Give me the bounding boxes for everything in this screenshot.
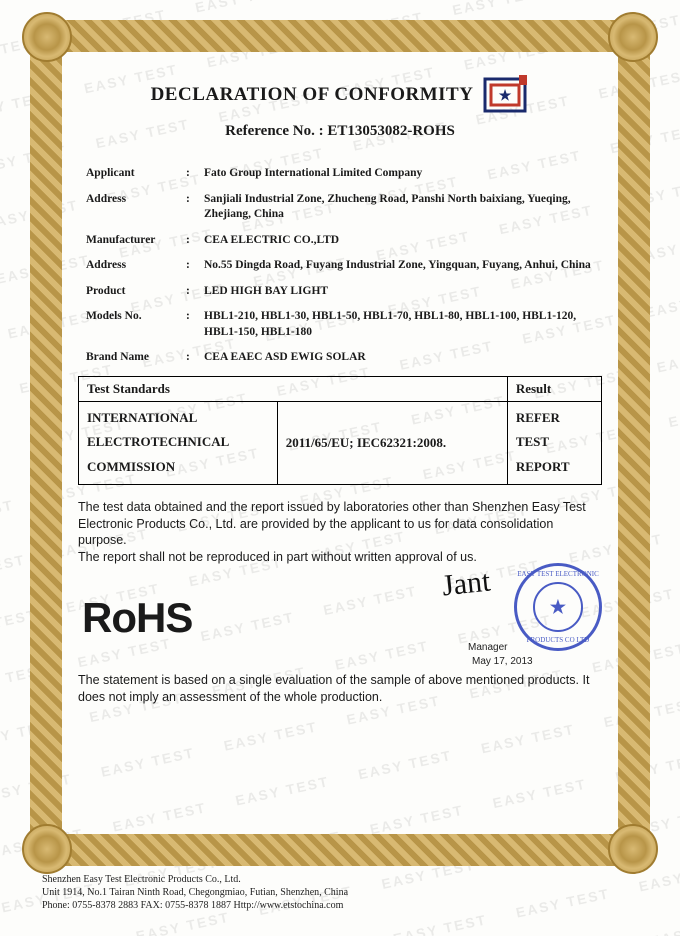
reference-number: Reference No. : ET13053082-ROHS	[78, 123, 602, 140]
field-label: Address	[86, 258, 186, 274]
page-title: DECLARATION OF CONFORMITY	[151, 84, 474, 106]
field-value: No.55 Dingda Road, Fuyang Industrial Zon…	[204, 258, 594, 274]
reference-label: Reference No. :	[225, 123, 327, 139]
field-colon: :	[186, 233, 204, 249]
title-row: DECLARATION OF CONFORMITY ★	[78, 75, 602, 115]
signatory-name: Manager	[468, 642, 507, 653]
field-colon: :	[186, 350, 204, 366]
stamp-text-bottom: PRODUCTS CO LTD	[517, 636, 599, 644]
footer-line: Unit 1914, No.1 Tairan Ninth Road, Chego…	[42, 886, 348, 899]
field-colon: :	[186, 284, 204, 300]
certificate-content: DECLARATION OF CONFORMITY ★ Reference No…	[78, 75, 602, 816]
table-header-left: Test Standards	[79, 376, 508, 401]
reference-value: ET13053082-ROHS	[327, 123, 455, 139]
field-colon: :	[186, 166, 204, 182]
disclaimer-paragraph-1: The test data obtained and the report is…	[78, 499, 602, 567]
corner-ornament	[22, 12, 72, 62]
disclaimer-paragraph-2: The statement is based on a single evalu…	[78, 672, 602, 706]
table-header-right: Result	[507, 376, 601, 401]
field-colon: :	[186, 309, 204, 340]
table-body-left: INTERNATIONAL ELECTROTECHNICAL COMMISSIO…	[79, 401, 278, 484]
corner-ornament	[608, 12, 658, 62]
applicant-fields: Applicant:Fato Group International Limit…	[86, 166, 594, 366]
field-value: LED HIGH BAY LIGHT	[204, 284, 594, 300]
easy-test-logo-icon: ★	[483, 75, 529, 115]
field-colon: :	[186, 258, 204, 274]
footer-line: Phone: 0755-8378 2883 FAX: 0755-8378 188…	[42, 899, 348, 912]
table-body-mid: 2011/65/EU; IEC62321:2008.	[277, 401, 507, 484]
field-label: Brand Name	[86, 350, 186, 366]
signature-icon: Jant	[440, 565, 492, 604]
table-body-right: REFER TEST REPORT	[507, 401, 601, 484]
field-value: CEA EAEC ASD EWIG SOLAR	[204, 350, 594, 366]
field-row: Address:No.55 Dingda Road, Fuyang Indust…	[86, 258, 594, 274]
rohs-signature-row: RoHS Jant EASY TEST ELECTRONIC ★ PRODUCT…	[78, 578, 602, 658]
footer-line: Shenzhen Easy Test Electronic Products C…	[42, 873, 348, 886]
corner-ornament	[608, 824, 658, 874]
field-label: Product	[86, 284, 186, 300]
field-row: Product:LED HIGH BAY LIGHT	[86, 284, 594, 300]
field-label: Address	[86, 192, 186, 223]
test-standards-table: Test Standards Result INTERNATIONAL ELEC…	[78, 376, 602, 485]
stamp-text-top: EASY TEST ELECTRONIC	[517, 570, 599, 578]
field-label: Applicant	[86, 166, 186, 182]
field-row: Address:Sanjiali Industrial Zone, Zhuche…	[86, 192, 594, 223]
field-colon: :	[186, 192, 204, 223]
field-value: Fato Group International Limited Company	[204, 166, 594, 182]
rohs-mark: RoHS	[82, 594, 192, 642]
stamp-star: ★	[533, 582, 583, 632]
company-stamp-icon: EASY TEST ELECTRONIC ★ PRODUCTS CO LTD	[514, 563, 602, 651]
field-value: CEA ELECTRIC CO.,LTD	[204, 233, 594, 249]
field-row: Models No.:HBL1-210, HBL1-30, HBL1-50, H…	[86, 309, 594, 340]
field-value: HBL1-210, HBL1-30, HBL1-50, HBL1-70, HBL…	[204, 309, 594, 340]
signature-stamp-area: Jant EASY TEST ELECTRONIC ★ PRODUCTS CO …	[422, 573, 602, 663]
corner-ornament	[22, 824, 72, 874]
field-value: Sanjiali Industrial Zone, Zhucheng Road,…	[204, 192, 594, 223]
svg-text:★: ★	[499, 88, 512, 104]
field-row: Applicant:Fato Group International Limit…	[86, 166, 594, 182]
field-row: Brand Name:CEA EAEC ASD EWIG SOLAR	[86, 350, 594, 366]
footer-address: Shenzhen Easy Test Electronic Products C…	[42, 873, 348, 912]
field-label: Manufacturer	[86, 233, 186, 249]
field-row: Manufacturer:CEA ELECTRIC CO.,LTD	[86, 233, 594, 249]
signature-date: May 17, 2013	[472, 656, 533, 667]
field-label: Models No.	[86, 309, 186, 340]
